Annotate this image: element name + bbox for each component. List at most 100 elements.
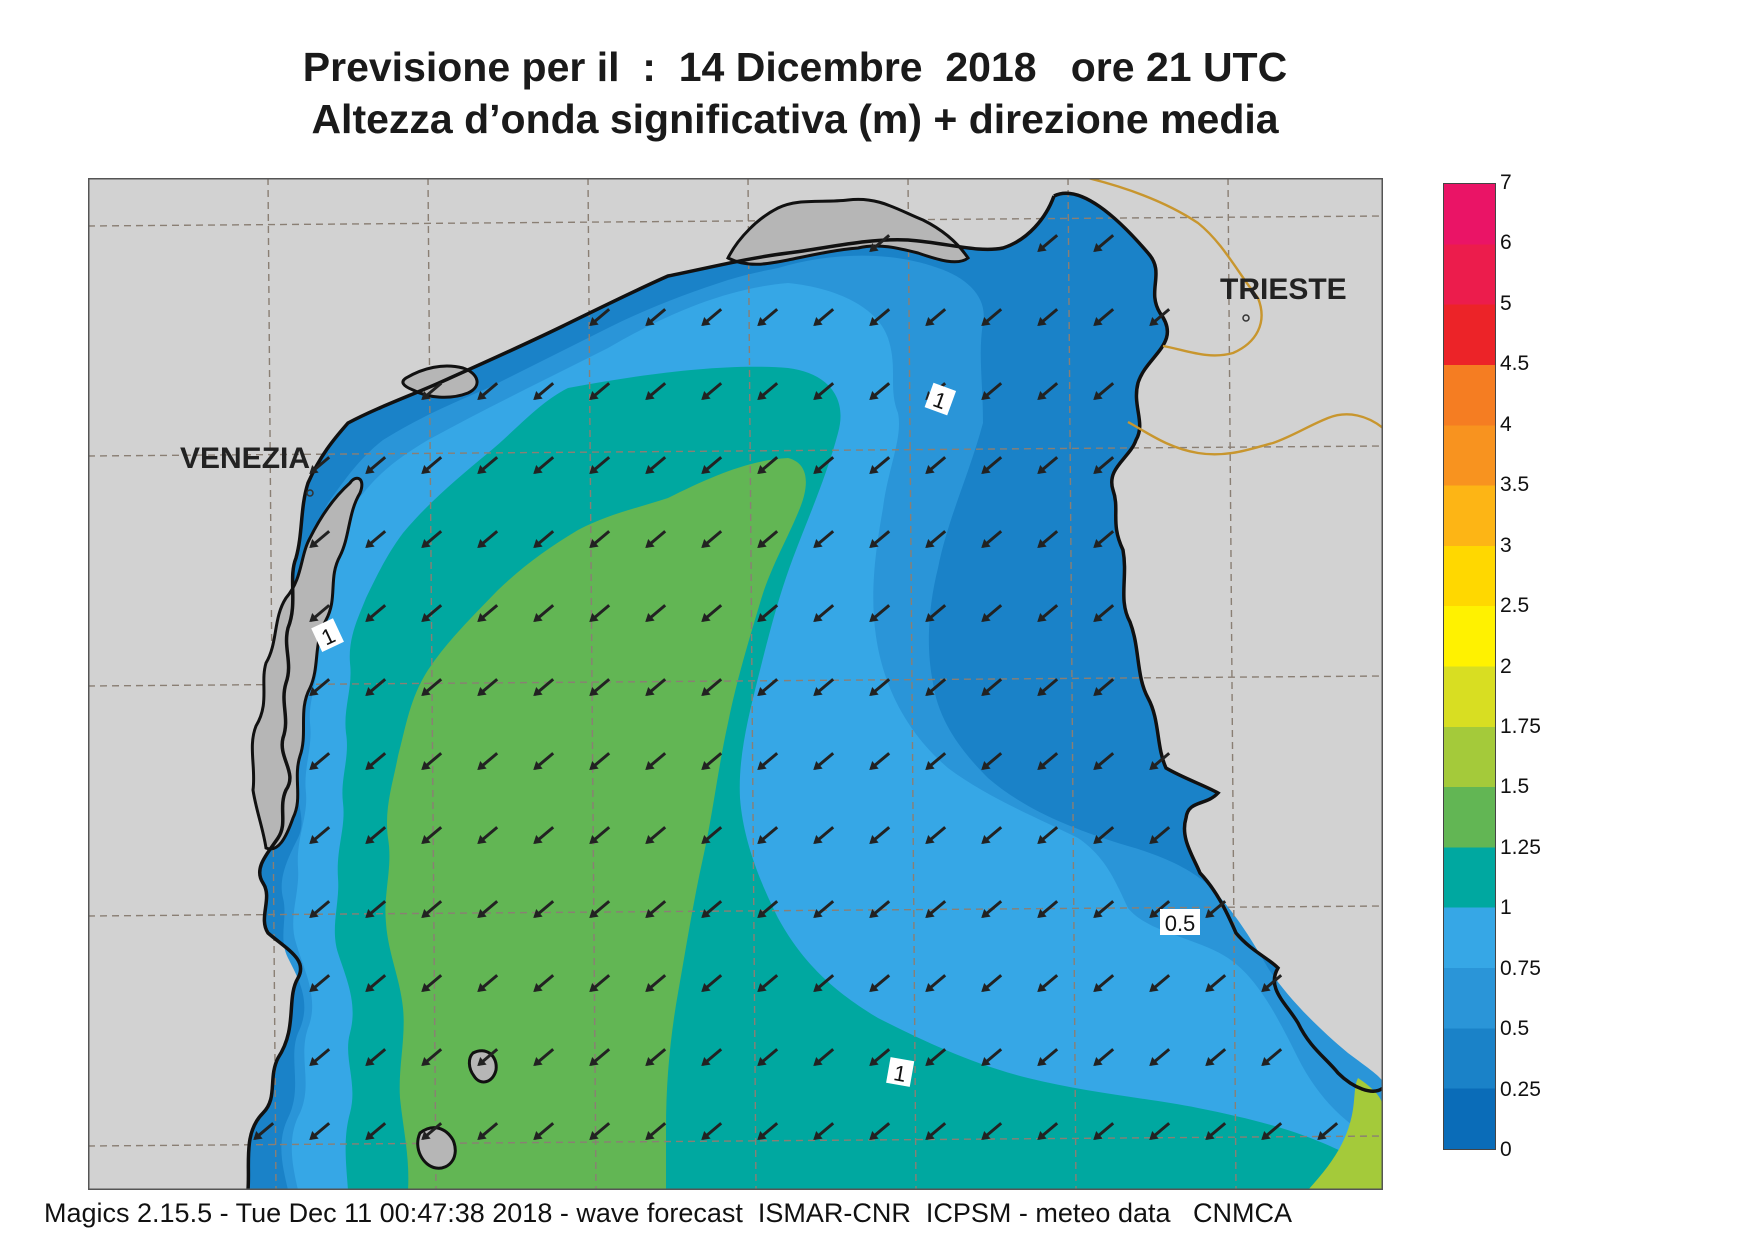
wave-arrow bbox=[645, 1048, 667, 1066]
wave-arrow-head bbox=[869, 983, 879, 992]
wave-arrow bbox=[869, 752, 891, 770]
wave-arrow bbox=[757, 900, 779, 918]
footer-credits: Magics 2.15.5 - Tue Dec 11 00:47:38 2018… bbox=[44, 1198, 1292, 1228]
wave-arrow bbox=[533, 1122, 555, 1140]
wave-zone-green bbox=[385, 458, 806, 1190]
wave-arrow bbox=[309, 1048, 331, 1066]
wave-arrow-head bbox=[1205, 909, 1215, 918]
wave-arrow-head bbox=[925, 835, 935, 844]
wave-arrow-head bbox=[645, 465, 655, 474]
wave-arrow-head bbox=[589, 1057, 599, 1066]
map-frame bbox=[88, 178, 1383, 1190]
wave-arrow bbox=[589, 382, 611, 400]
wave-arrow-head bbox=[421, 983, 431, 992]
wave-arrow bbox=[701, 456, 723, 474]
grid-meridian bbox=[907, 178, 917, 1190]
wave-arrow bbox=[869, 382, 891, 400]
wave-arrow bbox=[1317, 1122, 1339, 1140]
wave-arrow-head bbox=[309, 761, 319, 770]
wave-arrow bbox=[421, 678, 443, 696]
contour-label: 0.5 bbox=[1160, 909, 1200, 936]
wave-arrow-head bbox=[981, 687, 991, 696]
wave-arrow-head bbox=[477, 613, 487, 622]
wave-arrow-head bbox=[365, 465, 375, 474]
wave-arrow bbox=[365, 604, 387, 622]
wave-arrow-head bbox=[645, 687, 655, 696]
wave-arrow-head bbox=[813, 761, 823, 770]
wave-arrow bbox=[701, 382, 723, 400]
colorbar-tick-label: 3.5 bbox=[1500, 473, 1530, 497]
wave-arrow-head bbox=[533, 761, 543, 770]
wave-arrow-head bbox=[813, 983, 823, 992]
wave-arrow bbox=[981, 826, 1003, 844]
wave-arrow-head bbox=[589, 1131, 599, 1140]
wave-arrow bbox=[421, 530, 443, 548]
wave-arrow-head bbox=[757, 687, 767, 696]
wave-arrow bbox=[1037, 604, 1059, 622]
wave-arrow bbox=[981, 678, 1003, 696]
wave-arrow bbox=[309, 604, 331, 622]
wave-arrow-head bbox=[981, 465, 991, 474]
wave-arrow-head bbox=[589, 687, 599, 696]
wave-arrow bbox=[813, 1122, 835, 1140]
wave-arrow-head bbox=[701, 687, 711, 696]
colorbar-tick-label: 0.75 bbox=[1500, 956, 1541, 980]
wave-arrow bbox=[365, 826, 387, 844]
wave-arrow bbox=[813, 456, 835, 474]
wave-arrow bbox=[869, 1048, 891, 1066]
wave-arrow bbox=[869, 456, 891, 474]
wave-arrow bbox=[1205, 1122, 1227, 1140]
wave-arrow-head bbox=[1037, 909, 1047, 918]
wave-arrow bbox=[645, 752, 667, 770]
wave-arrow bbox=[645, 1122, 667, 1140]
wave-arrow bbox=[813, 826, 835, 844]
wave-arrow bbox=[757, 678, 779, 696]
wave-arrow bbox=[477, 678, 499, 696]
wave-arrow-head bbox=[645, 391, 655, 400]
wave-arrow-head bbox=[1037, 1057, 1047, 1066]
wave-arrow-head bbox=[981, 1057, 991, 1066]
wave-arrow bbox=[533, 456, 555, 474]
wave-arrow bbox=[309, 900, 331, 918]
wave-arrow bbox=[1093, 604, 1115, 622]
wave-arrow bbox=[869, 234, 891, 252]
wave-arrow-head bbox=[701, 391, 711, 400]
wave-arrow bbox=[757, 456, 779, 474]
wave-arrow-head bbox=[421, 1131, 431, 1140]
wave-arrow-head bbox=[1037, 835, 1047, 844]
wave-arrow-head bbox=[1037, 243, 1047, 252]
wave-arrow-head bbox=[1093, 835, 1103, 844]
wave-arrow-head bbox=[701, 761, 711, 770]
wave-arrow-head bbox=[533, 1057, 543, 1066]
wave-arrow-head bbox=[477, 539, 487, 548]
wave-arrow bbox=[925, 604, 947, 622]
wave-arrow bbox=[925, 456, 947, 474]
wave-arrow-head bbox=[309, 539, 319, 548]
wave-arrow-head bbox=[813, 465, 823, 474]
wave-arrow-head bbox=[365, 613, 375, 622]
wave-arrow-head bbox=[309, 465, 319, 474]
wave-arrow-head bbox=[925, 687, 935, 696]
wave-arrow-head bbox=[421, 539, 431, 548]
wave-arrow bbox=[1037, 1048, 1059, 1066]
wave-arrow-head bbox=[309, 909, 319, 918]
wave-arrow-head bbox=[421, 465, 431, 474]
wave-arrow-head bbox=[477, 983, 487, 992]
wave-arrow-head bbox=[309, 983, 319, 992]
wave-arrow-head bbox=[813, 317, 823, 326]
wave-arrow-head bbox=[1149, 1131, 1159, 1140]
wave-arrow-head bbox=[1093, 391, 1103, 400]
wave-arrow bbox=[1093, 456, 1115, 474]
wave-arrow-head bbox=[1149, 761, 1159, 770]
wave-arrow bbox=[1149, 308, 1171, 326]
wave-arrow-head bbox=[813, 613, 823, 622]
wave-arrow bbox=[1093, 1048, 1115, 1066]
wave-arrow bbox=[1037, 900, 1059, 918]
wave-arrow-head bbox=[477, 391, 487, 400]
wave-arrow bbox=[1037, 382, 1059, 400]
wave-arrow bbox=[1261, 974, 1283, 992]
wave-arrow-head bbox=[701, 465, 711, 474]
wave-arrow bbox=[589, 308, 611, 326]
wave-arrow bbox=[645, 604, 667, 622]
wave-arrow bbox=[421, 1122, 443, 1140]
